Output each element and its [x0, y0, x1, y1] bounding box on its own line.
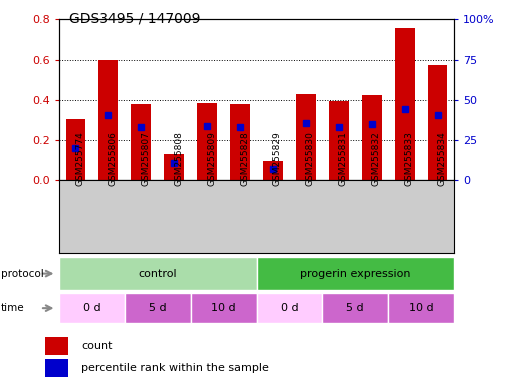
Text: control: control: [139, 268, 177, 279]
Bar: [125, 293, 191, 323]
Text: GSM255829: GSM255829: [273, 132, 282, 186]
Text: GSM255831: GSM255831: [339, 131, 348, 186]
Bar: [98, 60, 118, 180]
Bar: [388, 293, 454, 323]
Bar: [256, 257, 454, 290]
Bar: [256, 293, 322, 323]
Text: protocol: protocol: [1, 268, 44, 279]
Bar: [59, 257, 256, 290]
Text: time: time: [1, 303, 25, 313]
Bar: [45, 359, 68, 377]
Bar: [45, 337, 68, 355]
Bar: [296, 94, 315, 180]
Text: GSM255774: GSM255774: [75, 132, 85, 186]
Bar: [59, 293, 125, 323]
Bar: [66, 119, 85, 180]
Bar: [197, 103, 217, 180]
Text: GSM255830: GSM255830: [306, 131, 315, 186]
Text: count: count: [81, 341, 112, 351]
Bar: [263, 161, 283, 180]
Text: GSM255806: GSM255806: [108, 131, 117, 186]
Text: 5 d: 5 d: [149, 303, 167, 313]
Text: GSM255809: GSM255809: [207, 131, 216, 186]
Text: 10 d: 10 d: [211, 303, 236, 313]
Text: percentile rank within the sample: percentile rank within the sample: [81, 363, 269, 373]
Bar: [329, 101, 349, 180]
Bar: [362, 95, 382, 180]
Text: 5 d: 5 d: [346, 303, 364, 313]
Bar: [131, 104, 151, 180]
Bar: [164, 154, 184, 180]
Text: GSM255834: GSM255834: [438, 132, 446, 186]
Text: GSM255832: GSM255832: [372, 132, 381, 186]
Text: GSM255808: GSM255808: [174, 131, 183, 186]
Text: 0 d: 0 d: [83, 303, 101, 313]
Bar: [322, 293, 388, 323]
Bar: [230, 104, 250, 180]
Text: GSM255833: GSM255833: [405, 131, 413, 186]
Bar: [394, 28, 415, 180]
Text: GSM255807: GSM255807: [141, 131, 150, 186]
Text: 0 d: 0 d: [281, 303, 298, 313]
Bar: [428, 65, 447, 180]
Text: GSM255828: GSM255828: [240, 132, 249, 186]
Text: GDS3495 / 147009: GDS3495 / 147009: [69, 12, 201, 25]
Bar: [191, 293, 256, 323]
Text: 10 d: 10 d: [409, 303, 433, 313]
Text: progerin expression: progerin expression: [300, 268, 410, 279]
